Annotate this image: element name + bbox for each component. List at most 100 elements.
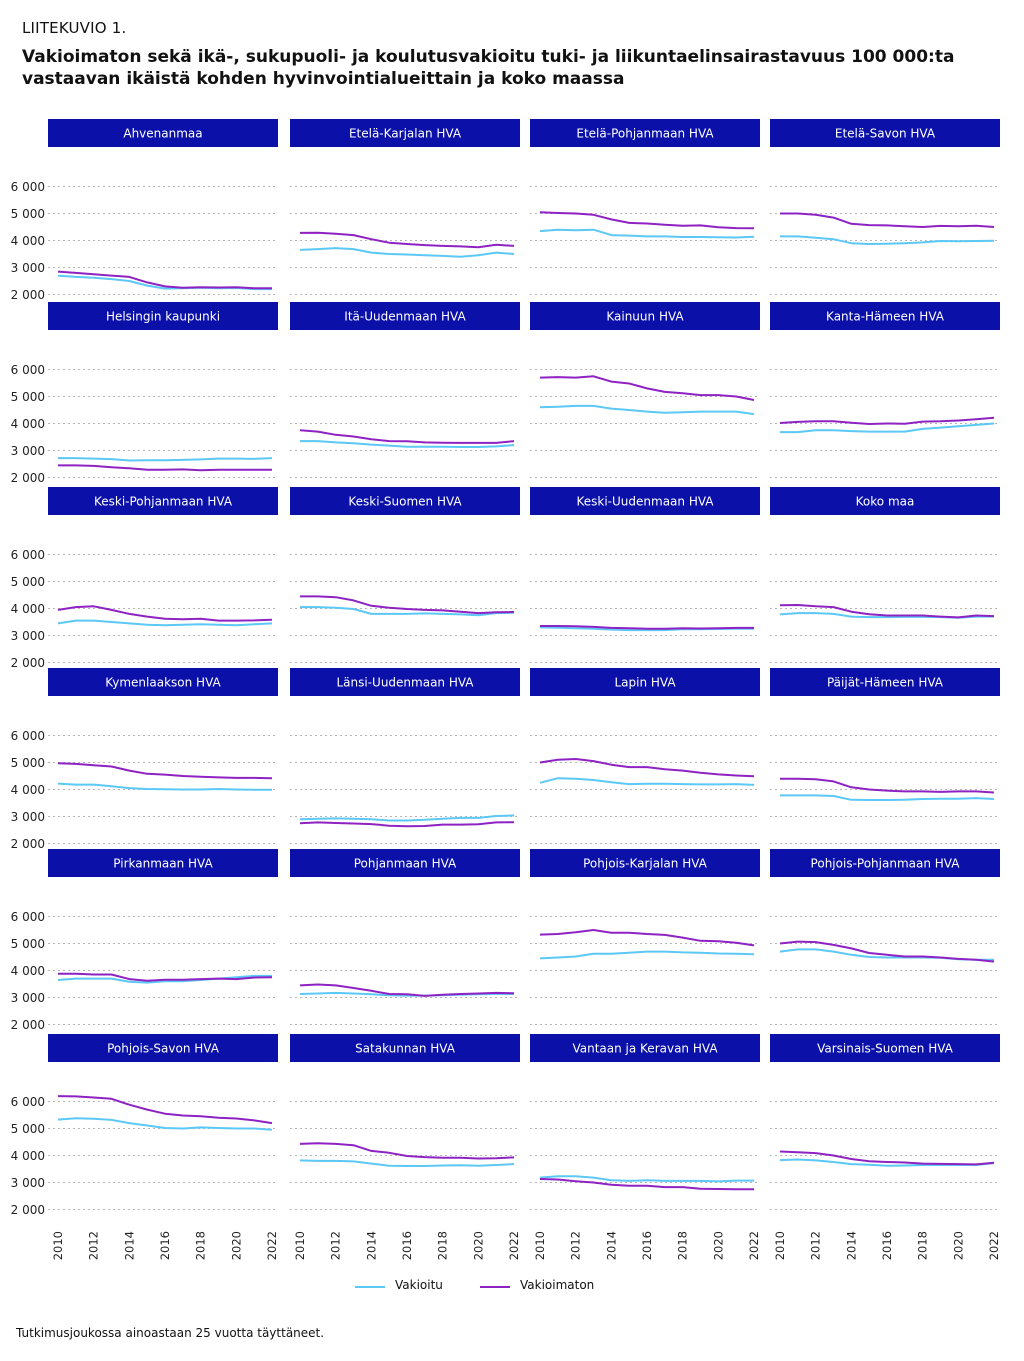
panel-header-bg — [48, 1034, 278, 1062]
panel-koko-maa: Koko maa — [770, 487, 1000, 663]
panel-header-bg — [770, 487, 1000, 515]
panel-lansi-uudenmaan-hva: Länsi-Uudenmaan HVA — [290, 668, 520, 844]
series-line-vakioimaton — [539, 211, 755, 230]
panel-etela-karjalan-hva: Etelä-Karjalan HVA — [290, 119, 520, 295]
panel-etela-savon-hva: Etelä-Savon HVA — [770, 119, 1000, 295]
x-tick-label: 2016 — [158, 1231, 172, 1260]
x-tick-label: 2014 — [844, 1231, 858, 1260]
panel-header-bg — [290, 849, 520, 877]
panel-pirkanmaan-hva: Pirkanmaan HVA 2 000 3 000 4 000 5 000 6 000 — [11, 849, 278, 1032]
panel-header-bg — [290, 487, 520, 515]
panel-title: Etelä-Pohjanmaan HVA — [576, 127, 714, 141]
panel-pohjois-savon-hva: Pohjois-Savon HVA 2 000 3 000 4 000 5 000 6 0… — [11, 1034, 278, 1217]
y-tick-label: 3 000 — [11, 991, 45, 1005]
legend-swatch-vakioitu — [355, 1286, 385, 1288]
x-tick-label: 2012 — [809, 1231, 823, 1260]
panel-header-bg — [770, 302, 1000, 330]
panel-pohjois-pohjanmaan-hva: Pohjois-Pohjanmaan HVA — [770, 849, 1000, 1025]
panel-header-bg — [770, 849, 1000, 877]
series-line-vakioimaton — [779, 604, 995, 619]
series-line-vakioitu — [57, 1117, 273, 1131]
series-line-vakioitu — [539, 950, 755, 960]
x-tick-label: 2012 — [329, 1231, 343, 1260]
x-tick-label: 2010 — [533, 1231, 547, 1260]
panel-title: Vantaan ja Keravan HVA — [572, 1042, 718, 1056]
series-line-vakioitu — [299, 1159, 515, 1167]
panel-pohjois-karjalan-hva: Pohjois-Karjalan HVA — [530, 849, 760, 1025]
x-tick-label: 2012 — [569, 1231, 583, 1260]
series-line-vakioimaton — [780, 777, 995, 794]
y-tick-label: 5 000 — [11, 756, 45, 770]
panel-keski-suomen-hva: Keski-Suomen HVA — [290, 487, 520, 663]
panel-title: Etelä-Savon HVA — [835, 127, 936, 141]
series-line-vakioimaton — [57, 1095, 273, 1125]
series-line-vakioimaton — [540, 625, 754, 630]
series-line-vakioitu — [780, 235, 995, 245]
series-line-vakioimaton — [779, 940, 995, 963]
panel-title: Koko maa — [856, 495, 915, 509]
y-tick-label: 4 000 — [11, 602, 45, 616]
series-line-vakioimaton — [58, 972, 273, 982]
panel-title: Kanta-Hämeen HVA — [826, 310, 945, 324]
x-tick-label: 2022 — [987, 1231, 1001, 1260]
panel-title: Satakunnan HVA — [355, 1042, 456, 1056]
panel-title: Keski-Pohjanmaan HVA — [94, 495, 233, 509]
series-line-vakioitu — [299, 814, 515, 822]
panel-title: Itä-Uudenmaan HVA — [344, 310, 466, 324]
panel-title: Varsinais-Suomen HVA — [817, 1042, 954, 1056]
y-tick-label: 3 000 — [11, 810, 45, 824]
panel-title: Helsingin kaupunki — [106, 310, 220, 324]
footnote: Tutkimusjoukossa ainoastaan 25 vuotta tä… — [16, 1326, 325, 1340]
series-line-vakioitu — [58, 457, 273, 462]
panel-title: Pohjois-Pohjanmaan HVA — [811, 857, 961, 871]
series-line-vakioimaton — [299, 821, 515, 828]
legend-swatch-vakioimaton — [480, 1286, 510, 1288]
panel-header-bg — [48, 119, 278, 147]
panel-keski-uudenmaan-hva: Keski-Uudenmaan HVA — [530, 487, 760, 663]
series-line-vakioimaton — [300, 595, 515, 615]
panel-keski-pohjanmaan-hva: Keski-Pohjanmaan HVA 2 000 3 000 4 000 5 000… — [11, 487, 278, 670]
y-tick-label: 5 000 — [11, 1122, 45, 1136]
panel-etela-pohjanmaan-hva: Etelä-Pohjanmaan HVA — [530, 119, 760, 295]
panel-header-bg — [530, 849, 760, 877]
panel-header-bg — [530, 119, 760, 147]
panel-satakunnan-hva: Satakunnan HVA — [290, 1034, 520, 1210]
panel-title: Länsi-Uudenmaan HVA — [336, 676, 474, 690]
panel-header-bg — [290, 302, 520, 330]
x-tick-label: 2010 — [293, 1231, 307, 1260]
x-tick-label: 2018 — [436, 1231, 450, 1260]
panel-pohjanmaan-hva: Pohjanmaan HVA — [290, 849, 520, 1025]
y-tick-label: 5 000 — [11, 575, 45, 589]
panel-kanta-hameen-hva: Kanta-Hämeen HVA — [770, 302, 1000, 478]
x-tick-label: 2018 — [916, 1231, 930, 1260]
series-line-vakioitu — [780, 794, 995, 801]
panel-title: Keski-Suomen HVA — [348, 495, 462, 509]
y-tick-label: 4 000 — [11, 1149, 45, 1163]
panel-header-bg — [290, 668, 520, 696]
panel-header-bg — [48, 302, 278, 330]
panel-paijat-hameen-hva: Päijät-Hämeen HVA — [770, 668, 1000, 844]
panel-header-bg — [530, 668, 760, 696]
series-line-vakioitu — [300, 440, 515, 448]
series-line-vakioitu — [57, 782, 272, 791]
x-tick-label: 2022 — [265, 1231, 279, 1260]
y-tick-label: 3 000 — [11, 629, 45, 643]
y-tick-label: 2 000 — [11, 288, 45, 302]
panel-title: Pohjanmaan HVA — [354, 857, 457, 871]
series-line-vakioimaton — [299, 1142, 515, 1160]
panel-header-bg — [48, 487, 278, 515]
series-line-vakioimaton — [299, 429, 515, 444]
panel-header-bg — [770, 119, 1000, 147]
panel-header-bg — [770, 1034, 1000, 1062]
series-line-vakioimaton — [299, 231, 515, 249]
y-tick-label: 6 000 — [11, 1095, 45, 1109]
series-line-vakioitu — [539, 1175, 754, 1183]
series-line-vakioimaton — [779, 416, 995, 425]
y-tick-label: 4 000 — [11, 783, 45, 797]
x-tick-label: 2020 — [471, 1231, 485, 1260]
series-line-vakioimaton — [539, 1178, 754, 1191]
y-tick-label: 5 000 — [11, 390, 45, 404]
x-tick-label: 2020 — [951, 1231, 965, 1260]
series-line-vakioitu — [57, 619, 273, 627]
